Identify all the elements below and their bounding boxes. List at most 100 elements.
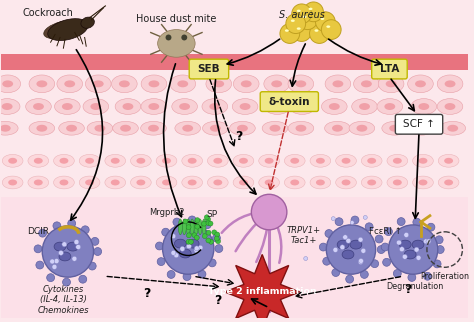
Circle shape [206, 230, 211, 235]
Circle shape [286, 14, 306, 33]
Ellipse shape [122, 103, 133, 110]
Ellipse shape [408, 75, 433, 93]
Ellipse shape [91, 103, 101, 110]
Ellipse shape [367, 180, 376, 185]
Bar [1, 197, 468, 317]
Circle shape [209, 239, 213, 244]
Ellipse shape [332, 80, 343, 87]
Circle shape [351, 216, 359, 224]
Circle shape [416, 255, 421, 260]
Ellipse shape [137, 180, 146, 185]
Ellipse shape [342, 250, 354, 259]
FancyBboxPatch shape [260, 92, 319, 111]
Circle shape [292, 22, 311, 42]
Ellipse shape [378, 75, 404, 93]
Ellipse shape [336, 176, 356, 189]
Ellipse shape [29, 121, 55, 135]
Circle shape [319, 243, 327, 251]
Ellipse shape [350, 240, 362, 249]
Circle shape [436, 246, 444, 253]
Ellipse shape [0, 125, 11, 132]
Ellipse shape [447, 125, 458, 132]
Circle shape [36, 261, 44, 269]
Text: SP: SP [206, 210, 218, 219]
Ellipse shape [316, 180, 325, 185]
Circle shape [194, 246, 199, 251]
Ellipse shape [48, 19, 88, 41]
Ellipse shape [54, 154, 74, 167]
Ellipse shape [148, 80, 159, 87]
Circle shape [74, 240, 79, 244]
Ellipse shape [412, 240, 424, 249]
Ellipse shape [194, 219, 198, 235]
Text: Cockroach: Cockroach [23, 8, 73, 18]
Circle shape [383, 258, 391, 266]
Ellipse shape [175, 121, 201, 135]
Ellipse shape [409, 121, 434, 135]
Ellipse shape [329, 103, 340, 110]
Ellipse shape [59, 252, 71, 261]
Circle shape [358, 260, 363, 264]
Ellipse shape [83, 99, 109, 114]
Ellipse shape [54, 176, 74, 189]
Ellipse shape [438, 176, 459, 189]
Ellipse shape [208, 154, 228, 167]
Circle shape [427, 223, 435, 231]
Ellipse shape [309, 8, 312, 10]
Circle shape [333, 247, 338, 252]
Ellipse shape [437, 99, 463, 114]
Ellipse shape [314, 29, 319, 32]
Ellipse shape [332, 125, 343, 132]
Ellipse shape [2, 80, 13, 87]
Circle shape [91, 237, 99, 245]
Ellipse shape [162, 158, 171, 164]
Ellipse shape [262, 121, 288, 135]
Ellipse shape [367, 158, 376, 164]
Ellipse shape [79, 176, 100, 189]
Circle shape [165, 34, 172, 41]
Ellipse shape [210, 103, 220, 110]
Text: SCF ↑: SCF ↑ [403, 119, 435, 129]
Ellipse shape [8, 158, 17, 164]
Ellipse shape [291, 19, 295, 22]
Circle shape [186, 225, 191, 230]
Ellipse shape [34, 180, 43, 185]
Circle shape [343, 235, 348, 240]
Ellipse shape [213, 80, 224, 87]
Text: LTA: LTA [380, 64, 399, 74]
Ellipse shape [141, 75, 167, 93]
Ellipse shape [264, 99, 290, 114]
Ellipse shape [264, 180, 273, 185]
Ellipse shape [111, 180, 119, 185]
Ellipse shape [325, 75, 351, 93]
Circle shape [323, 257, 331, 265]
Ellipse shape [316, 158, 325, 164]
Ellipse shape [119, 80, 130, 87]
Ellipse shape [105, 176, 126, 189]
Ellipse shape [290, 99, 315, 114]
Ellipse shape [349, 121, 375, 135]
Circle shape [195, 218, 200, 223]
Ellipse shape [179, 249, 191, 258]
Ellipse shape [337, 240, 349, 249]
Circle shape [408, 273, 416, 281]
FancyBboxPatch shape [395, 114, 443, 134]
Ellipse shape [377, 99, 402, 114]
Ellipse shape [352, 99, 377, 114]
Ellipse shape [182, 125, 193, 132]
Circle shape [435, 236, 443, 244]
Ellipse shape [264, 158, 273, 164]
Ellipse shape [213, 180, 222, 185]
Circle shape [280, 24, 300, 43]
Ellipse shape [419, 103, 429, 110]
Circle shape [50, 259, 55, 264]
Text: S. aureus: S. aureus [279, 10, 325, 20]
Ellipse shape [297, 27, 301, 30]
Ellipse shape [177, 80, 188, 87]
Circle shape [396, 240, 401, 245]
Circle shape [63, 278, 71, 286]
Ellipse shape [213, 158, 222, 164]
Circle shape [155, 242, 164, 250]
Circle shape [173, 218, 181, 226]
Ellipse shape [387, 154, 408, 167]
